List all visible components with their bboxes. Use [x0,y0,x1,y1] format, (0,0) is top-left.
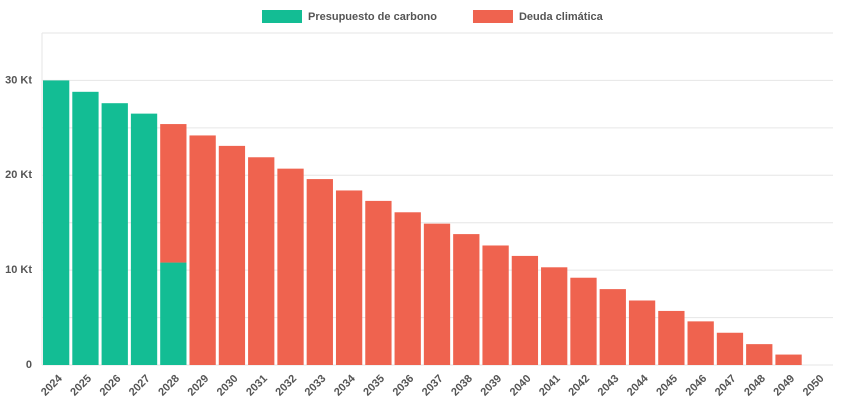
legend-swatch [472,10,513,23]
bar-segment [306,179,333,365]
bar-segment [277,168,304,365]
x-tick-label: 2028 [156,373,182,399]
bar-segment [716,332,744,365]
legend-label: Presupuesto de carbono [308,11,437,23]
bar-segment [130,113,158,365]
bar-segment [511,255,539,365]
x-tick-label: 2040 [508,373,534,399]
x-tick-label: 2030 [215,373,241,399]
x-tick-label: 2029 [186,373,212,399]
y-tick-label: 20 Kt [5,169,32,181]
bar-segment [248,157,275,365]
bar-segment [101,103,128,366]
x-tick-label: 2049 [771,373,797,399]
x-tick-label: 2032 [273,373,299,399]
bar-segment [365,200,392,365]
x-tick-label: 2047 [713,373,739,399]
x-tick-label: 2050 [801,373,827,399]
bar-segment [570,277,597,365]
x-tick-label: 2048 [742,373,768,399]
x-tick-label: 2035 [361,373,387,399]
x-tick-label: 2045 [654,373,680,399]
x-tick-label: 2042 [566,373,592,399]
y-tick-label: 30 Kt [5,74,32,86]
bar-segment [628,300,656,365]
bar-segment [687,321,714,365]
x-tick-label: 2043 [596,373,622,399]
x-tick-label: 2031 [244,373,270,399]
x-tick-label: 2046 [684,373,710,399]
x-tick-label: 2034 [332,372,358,398]
bar-segment [160,124,187,263]
bar-segment [775,354,802,365]
x-tick-label: 2037 [420,373,446,399]
y-tick-label: 10 Kt [5,264,32,276]
x-tick-label: 2033 [303,373,329,399]
bar-segment [160,262,187,365]
x-tick-label: 2025 [68,373,94,399]
bar-segment [453,234,480,365]
bar-segment [72,91,99,365]
x-tick-label: 2044 [625,372,651,398]
x-tick-label: 2036 [391,373,417,399]
x-tick-label: 2026 [98,373,124,399]
y-tick-label: 0 [26,359,32,371]
bar-segment [394,212,421,365]
x-tick-label: 2038 [449,373,475,399]
legend-swatch [262,10,302,23]
bar-segment [541,267,568,365]
bar-segment [189,135,216,365]
bar-segment [482,245,509,365]
x-tick-label: 2039 [478,373,504,399]
bar-segment [335,190,363,365]
bar-segment [43,80,70,365]
legend-label: Deuda climática [519,11,604,23]
x-tick-label: 2041 [537,373,563,399]
bar-segment [599,289,626,365]
bar-segment [423,223,451,365]
x-tick-label: 2024 [39,372,65,398]
bar-segment [746,344,773,365]
x-tick-label: 2027 [127,373,153,399]
bar-segment [658,310,685,365]
bar-segment [218,145,246,365]
